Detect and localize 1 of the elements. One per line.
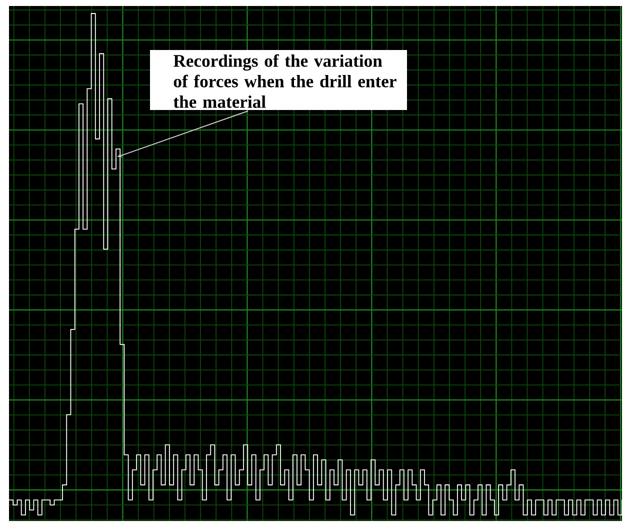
annotation: Recordings of the variation of forces when the drill enter the material — [173, 54, 396, 108]
